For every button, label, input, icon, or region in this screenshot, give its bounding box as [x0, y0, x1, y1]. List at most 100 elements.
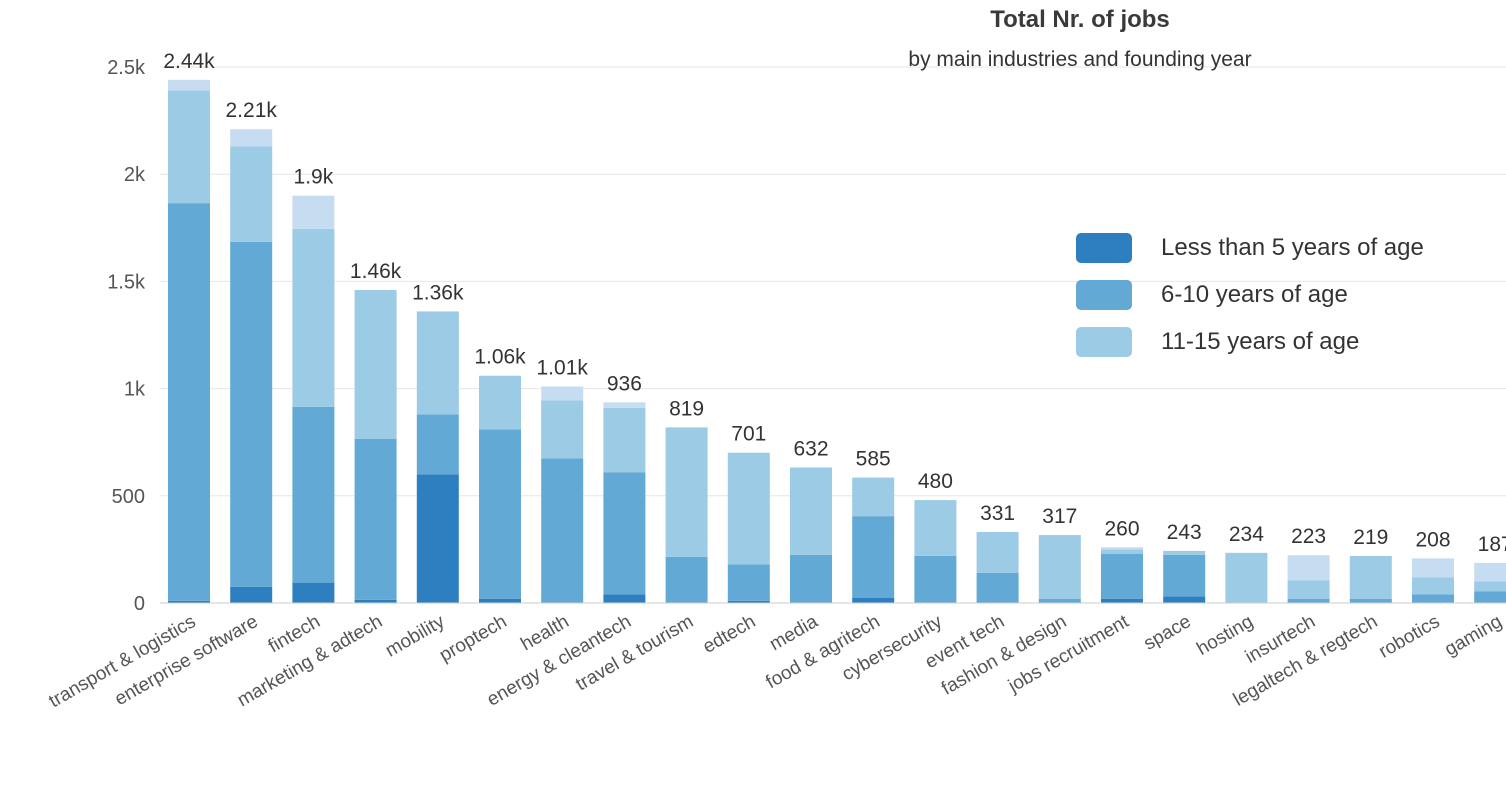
- bar-segment[interactable]: [479, 598, 521, 603]
- bar-segment[interactable]: [230, 146, 273, 242]
- bar-segment[interactable]: [665, 427, 708, 557]
- bar-segment[interactable]: [1412, 558, 1454, 578]
- y-tick-label: 0: [134, 593, 145, 615]
- bar-segment[interactable]: [230, 129, 273, 147]
- bar-segment[interactable]: [354, 599, 397, 603]
- x-tick-label: robotics: [1375, 611, 1443, 662]
- bar-segment[interactable]: [1349, 598, 1392, 603]
- bar-segment[interactable]: [1287, 598, 1330, 603]
- bar-segment[interactable]: [852, 516, 895, 598]
- bar-segment[interactable]: [416, 311, 459, 415]
- x-tick-label: gaming: [1441, 611, 1505, 660]
- bar-segment[interactable]: [541, 400, 584, 459]
- y-axis: 0 500 1k 1.5k 2k 2.5k: [107, 57, 146, 615]
- bar-segment[interactable]: [1163, 554, 1206, 597]
- bar-segment[interactable]: [1038, 598, 1081, 603]
- bar-segment[interactable]: [1287, 555, 1330, 581]
- bar-segment[interactable]: [230, 241, 273, 587]
- bar-segment[interactable]: [603, 407, 646, 473]
- bar-segment[interactable]: [292, 228, 335, 407]
- bar-segment[interactable]: [354, 438, 397, 600]
- bar-segment[interactable]: [603, 594, 646, 603]
- bar-segment[interactable]: [1287, 580, 1330, 599]
- total-label: 632: [793, 437, 828, 460]
- total-label: 1.36k: [412, 281, 464, 304]
- bar-segment[interactable]: [790, 467, 832, 555]
- total-label: 1.06k: [474, 346, 526, 369]
- bar-segment[interactable]: [541, 458, 584, 603]
- total-label: 1.9k: [294, 166, 334, 189]
- bar-segment[interactable]: [479, 429, 521, 599]
- bar-segment[interactable]: [1225, 552, 1268, 603]
- bar-segment[interactable]: [168, 600, 210, 603]
- bar-segment[interactable]: [603, 402, 646, 408]
- bar-segment[interactable]: [1412, 577, 1454, 595]
- bar-segment[interactable]: [541, 386, 584, 401]
- y-tick-label: 2k: [124, 164, 146, 186]
- bar-segment[interactable]: [1474, 591, 1506, 603]
- total-label: 936: [607, 372, 642, 395]
- bar-segment[interactable]: [914, 500, 957, 556]
- legend-label: Less than 5 years of age: [1161, 233, 1424, 261]
- chart-title: Total Nr. of jobs: [990, 6, 1170, 33]
- bar-segment[interactable]: [1412, 594, 1454, 603]
- bar-segment[interactable]: [1101, 549, 1143, 554]
- legend-item-under-5[interactable]: Less than 5 years of age: [1076, 224, 1424, 271]
- y-tick-label: 1k: [124, 379, 146, 401]
- total-label: 208: [1415, 528, 1450, 551]
- y-tick-label: 500: [112, 486, 145, 508]
- bars: [168, 79, 1506, 603]
- bar-segment[interactable]: [1163, 596, 1206, 603]
- bar-segment[interactable]: [1474, 562, 1506, 582]
- bar-segment[interactable]: [914, 555, 957, 603]
- bar-segment[interactable]: [727, 452, 770, 565]
- bar-segment[interactable]: [976, 572, 1019, 603]
- bar-segment[interactable]: [416, 474, 459, 603]
- legend-item-11-15[interactable]: 11-15 years of age: [1076, 318, 1424, 365]
- bar-segment[interactable]: [603, 472, 646, 595]
- bar-segment[interactable]: [1474, 581, 1506, 592]
- total-label: 331: [980, 502, 1015, 525]
- total-label: 480: [918, 470, 953, 493]
- bar-segment[interactable]: [852, 597, 895, 603]
- legend: Less than 5 years of age 6-10 years of a…: [1076, 224, 1424, 365]
- bar-segment[interactable]: [354, 289, 397, 439]
- bar-segment[interactable]: [1349, 556, 1392, 599]
- chart-subtitle: by main industries and founding year: [908, 48, 1252, 71]
- bar-segment[interactable]: [168, 90, 210, 204]
- bar-segment[interactable]: [1038, 535, 1081, 599]
- legend-swatch: [1076, 232, 1132, 263]
- bar-segment[interactable]: [1163, 550, 1206, 555]
- total-label: 2.21k: [226, 99, 278, 122]
- total-label: 260: [1104, 517, 1139, 540]
- bar-segment[interactable]: [292, 195, 335, 229]
- bar-segment[interactable]: [168, 79, 210, 91]
- total-label: 1.46k: [350, 260, 402, 283]
- bar-segment[interactable]: [1101, 553, 1143, 599]
- bar-segment[interactable]: [1101, 598, 1143, 603]
- bar-segment[interactable]: [479, 375, 521, 430]
- bar-segment[interactable]: [292, 406, 335, 583]
- y-tick-label: 2.5k: [107, 57, 146, 79]
- bar-segment[interactable]: [230, 586, 273, 603]
- x-tick-label: proptech: [436, 611, 511, 666]
- bar-segment[interactable]: [727, 600, 770, 603]
- bar-segment[interactable]: [168, 203, 210, 601]
- total-label: 585: [856, 448, 891, 471]
- total-label: 234: [1229, 523, 1264, 546]
- bar-segment[interactable]: [790, 554, 832, 603]
- bar-segment[interactable]: [976, 532, 1019, 573]
- total-labels: 2.44k 2.21k 1.9k 1.46k 1.36k 1.06k 1.01k 936 819…: [163, 50, 1506, 556]
- bar-segment[interactable]: [665, 556, 708, 603]
- x-tick-label: edtech: [699, 611, 759, 658]
- legend-item-6-10[interactable]: 6-10 years of age: [1076, 271, 1424, 318]
- bar-segment[interactable]: [1101, 547, 1143, 550]
- bar-segment[interactable]: [727, 564, 770, 601]
- x-tick-label: space: [1140, 611, 1194, 655]
- bar-segment[interactable]: [852, 477, 895, 517]
- bar-segment[interactable]: [292, 582, 335, 603]
- legend-label: 11-15 years of age: [1161, 327, 1360, 355]
- legend-swatch: [1076, 326, 1132, 357]
- bar-segment[interactable]: [416, 414, 459, 475]
